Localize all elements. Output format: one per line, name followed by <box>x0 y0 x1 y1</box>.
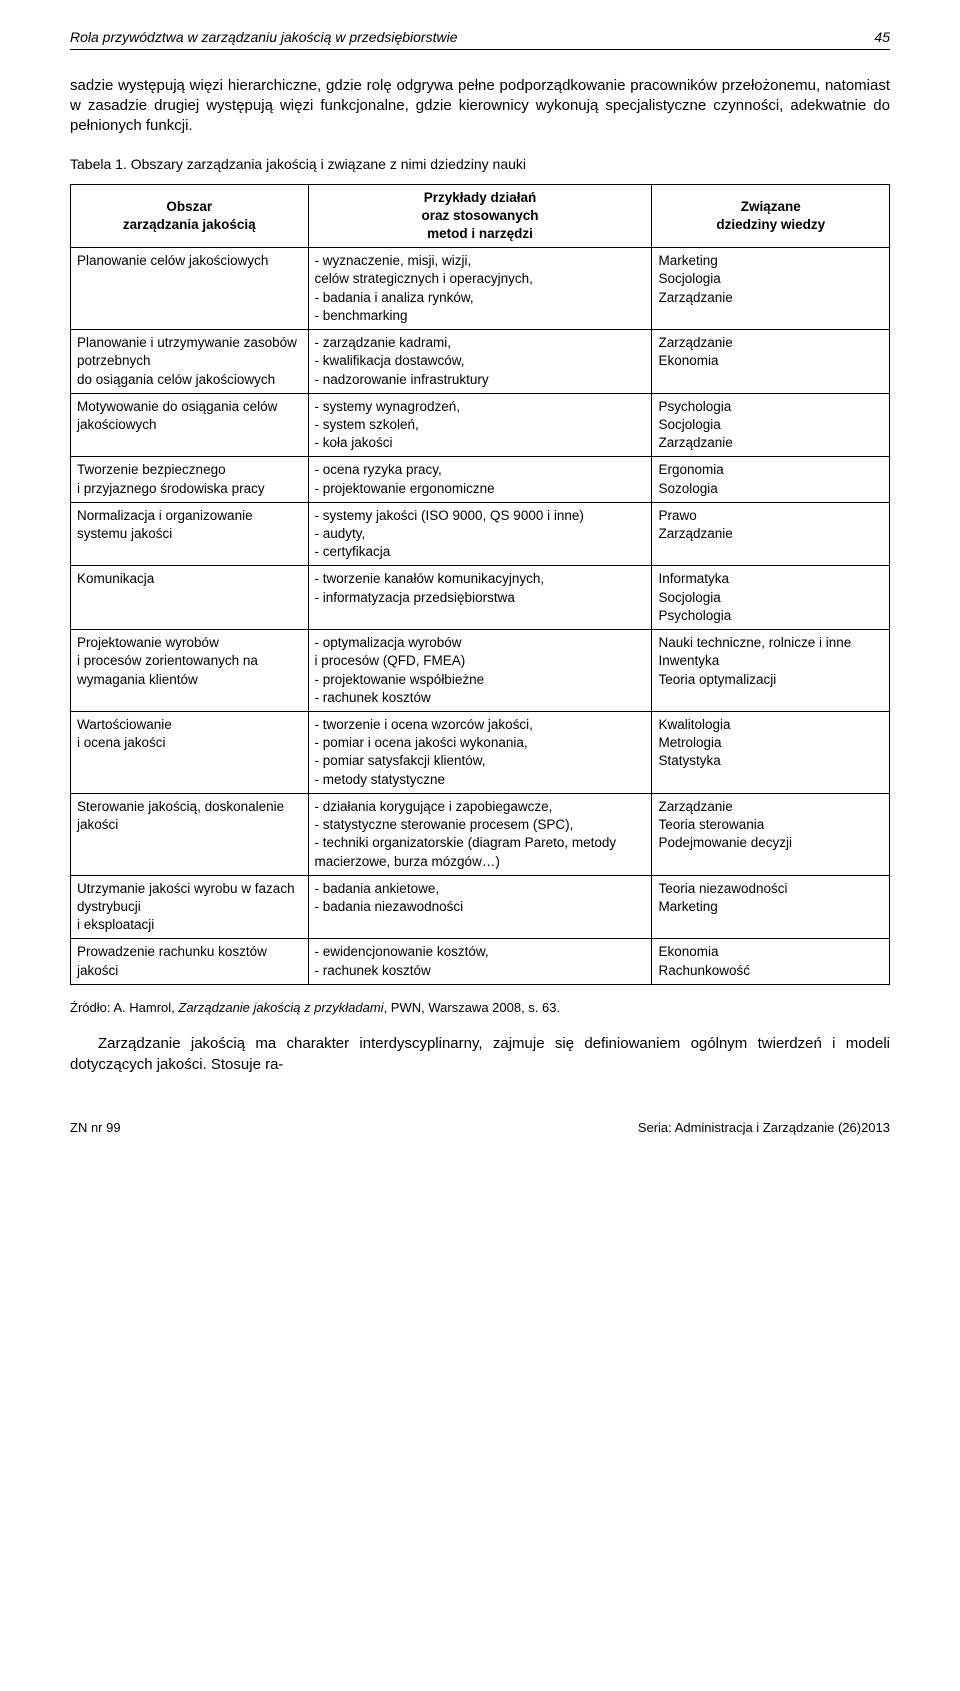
table-source: Źródło: A. Hamrol, Zarządzanie jakością … <box>70 999 890 1017</box>
table-cell: - tworzenie kanałów komunikacyjnych,- in… <box>308 566 652 630</box>
table-cell: - optymalizacja wyrobówi procesów (QFD, … <box>308 630 652 712</box>
table-cell: ZarządzanieEkonomia <box>652 330 890 394</box>
table-cell: Sterowanie jakością, doskonalenie jakośc… <box>71 793 309 875</box>
table-cell: Prowadzenie rachunku kosztów jakości <box>71 939 309 984</box>
table-row: Motywowanie do osiągania celów jakościow… <box>71 393 890 457</box>
source-tail: , PWN, Warszawa 2008, s. 63. <box>384 1000 561 1015</box>
header-page-number: 45 <box>874 28 890 47</box>
page-footer: ZN nr 99 Seria: Administracja i Zarządza… <box>70 1119 890 1137</box>
col-header-actions: Przykłady działańoraz stosowanychmetod i… <box>308 184 652 248</box>
table-row: Komunikacja- tworzenie kanałów komunikac… <box>71 566 890 630</box>
table-cell: ErgonomiaSozologia <box>652 457 890 502</box>
table-cell: - wyznaczenie, misji, wizji,celów strate… <box>308 248 652 330</box>
table-header-row: Obszarzarządzania jakością Przykłady dzi… <box>71 184 890 248</box>
table-cell: Planowanie celów jakościowych <box>71 248 309 330</box>
table-caption: Tabela 1. Obszary zarządzania jakością i… <box>70 155 890 174</box>
closing-paragraph: Zarządzanie jakością ma charakter interd… <box>70 1034 890 1075</box>
table-cell: - systemy wynagrodzeń,- system szkoleń,-… <box>308 393 652 457</box>
table-row: Wartościowaniei ocena jakości- tworzenie… <box>71 712 890 794</box>
table-cell: - ocena ryzyka pracy,- projektowanie erg… <box>308 457 652 502</box>
quality-areas-table: Obszarzarządzania jakością Przykłady dzi… <box>70 184 890 985</box>
table-cell: EkonomiaRachunkowość <box>652 939 890 984</box>
table-cell: Projektowanie wyrobówi procesów zoriento… <box>71 630 309 712</box>
table-cell: - tworzenie i ocena wzorców jakości,- po… <box>308 712 652 794</box>
table-row: Sterowanie jakością, doskonalenie jakośc… <box>71 793 890 875</box>
col-header-fields: Związanedziedziny wiedzy <box>652 184 890 248</box>
table-cell: Motywowanie do osiągania celów jakościow… <box>71 393 309 457</box>
col-header-area: Obszarzarządzania jakością <box>71 184 309 248</box>
table-cell: - działania korygujące i zapobiegawcze,-… <box>308 793 652 875</box>
source-title: Zarządzanie jakością z przykładami <box>178 1000 383 1015</box>
footer-left: ZN nr 99 <box>70 1119 121 1137</box>
table-cell: PrawoZarządzanie <box>652 502 890 566</box>
table-cell: KwalitologiaMetrologiaStatystyka <box>652 712 890 794</box>
table-cell: Planowanie i utrzymywanie zasobów potrze… <box>71 330 309 394</box>
table-cell: - ewidencjonowanie kosztów,- rachunek ko… <box>308 939 652 984</box>
footer-right: Seria: Administracja i Zarządzanie (26)2… <box>638 1119 890 1137</box>
table-row: Normalizacja i organizowanie systemu jak… <box>71 502 890 566</box>
page-header: Rola przywództwa w zarządzaniu jakością … <box>70 28 890 50</box>
table-row: Planowanie i utrzymywanie zasobów potrze… <box>71 330 890 394</box>
table-cell: Normalizacja i organizowanie systemu jak… <box>71 502 309 566</box>
table-cell: - badania ankietowe,- badania niezawodno… <box>308 875 652 939</box>
table-cell: Wartościowaniei ocena jakości <box>71 712 309 794</box>
table-row: Prowadzenie rachunku kosztów jakości- ew… <box>71 939 890 984</box>
table-row: Planowanie celów jakościowych- wyznaczen… <box>71 248 890 330</box>
table-cell: Tworzenie bezpiecznegoi przyjaznego środ… <box>71 457 309 502</box>
table-row: Utrzymanie jakości wyrobu w fazach dystr… <box>71 875 890 939</box>
table-cell: MarketingSocjologiaZarządzanie <box>652 248 890 330</box>
table-cell: Utrzymanie jakości wyrobu w fazach dystr… <box>71 875 309 939</box>
source-label: Źródło: A. Hamrol, <box>70 1000 178 1015</box>
table-cell: Komunikacja <box>71 566 309 630</box>
table-cell: Teoria niezawodnościMarketing <box>652 875 890 939</box>
table-row: Tworzenie bezpiecznegoi przyjaznego środ… <box>71 457 890 502</box>
intro-paragraph: sadzie występują więzi hierarchiczne, gd… <box>70 76 890 137</box>
table-cell: - systemy jakości (ISO 9000, QS 9000 i i… <box>308 502 652 566</box>
header-title: Rola przywództwa w zarządzaniu jakością … <box>70 28 458 47</box>
table-cell: PsychologiaSocjologiaZarządzanie <box>652 393 890 457</box>
table-cell: ZarządzanieTeoria sterowaniaPodejmowanie… <box>652 793 890 875</box>
table-cell: InformatykaSocjologiaPsychologia <box>652 566 890 630</box>
table-cell: - zarządzanie kadrami,- kwalifikacja dos… <box>308 330 652 394</box>
table-cell: Nauki techniczne, rolnicze i inneInwenty… <box>652 630 890 712</box>
table-row: Projektowanie wyrobówi procesów zoriento… <box>71 630 890 712</box>
